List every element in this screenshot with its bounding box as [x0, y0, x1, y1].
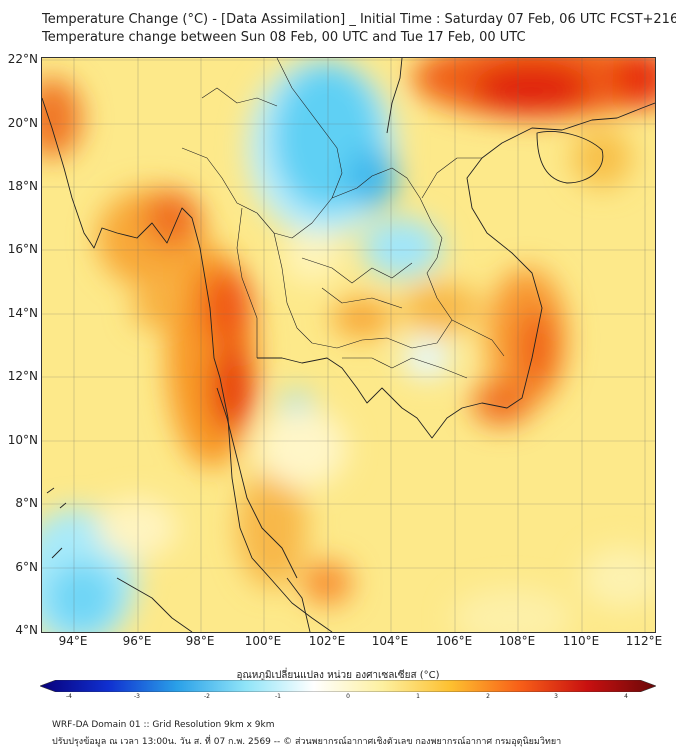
temperature-change-map [41, 57, 656, 633]
latitude-label: 22°N [7, 52, 38, 66]
footer-credits: ปรับปรุงข้อมูล ณ เวลา 13:00น. วัน ส. ที่… [52, 737, 562, 747]
colorbar-tick-label: 4 [624, 693, 628, 700]
colorbar-title: อุณหภูมิเปลี่ยนแปลง หน่วย องศาเซลเซียส (… [236, 670, 440, 681]
map-subtitle: Temperature change between Sun 08 Feb, 0… [42, 30, 526, 45]
longitude-label: 112°E [625, 634, 663, 648]
longitude-label: 98°E [185, 634, 215, 648]
longitude-label: 94°E [58, 634, 88, 648]
latitude-label: 12°N [7, 369, 38, 383]
colorbar-tick-label: 2 [486, 693, 490, 700]
latitude-label: 20°N [7, 116, 38, 130]
colorbar-tick-label: -2 [204, 693, 210, 700]
latitude-label: 6°N [15, 560, 38, 574]
temperature-field [42, 58, 655, 632]
colorbar-tick-label: 3 [554, 693, 558, 700]
coastlines [42, 58, 655, 632]
map-title: Temperature Change (°C) - [Data Assimila… [42, 12, 676, 27]
longitude-label: 108°E [498, 634, 536, 648]
colorbar [40, 680, 656, 692]
latitude-label: 18°N [7, 179, 38, 193]
colorbar-tick-label: 1 [416, 693, 420, 700]
longitude-label: 104°E [371, 634, 409, 648]
colorbar-tick-label: 0 [346, 693, 350, 700]
country-borders [181, 58, 505, 379]
longitude-label: 106°E [435, 634, 473, 648]
colorbar-tick-label: -4 [66, 693, 72, 700]
latitude-label: 14°N [7, 306, 38, 320]
longitude-label: 100°E [244, 634, 282, 648]
longitude-label: 96°E [122, 634, 152, 648]
colorbar-tick-label: -1 [275, 693, 281, 700]
latitude-label: 10°N [7, 433, 38, 447]
latitude-label: 8°N [15, 496, 38, 510]
footer-model-info: WRF-DA Domain 01 :: Grid Resolution 9km … [52, 720, 275, 730]
colorbar-tick-label: -3 [134, 693, 140, 700]
longitude-label: 102°E [308, 634, 346, 648]
latitude-label: 16°N [7, 242, 38, 256]
longitude-label: 110°E [562, 634, 600, 648]
latitude-label: 4°N [15, 623, 38, 637]
